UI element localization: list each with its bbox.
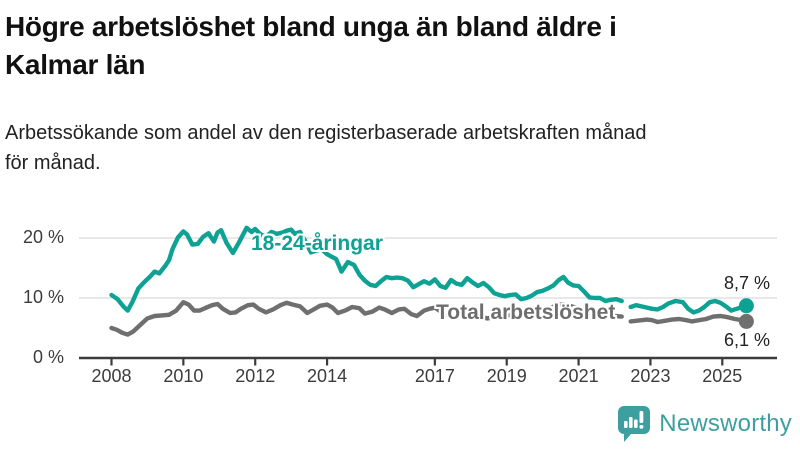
y-tick-label: 10 %: [22, 287, 64, 307]
title-line-1: Högre arbetslöshet bland unga än bland ä…: [5, 11, 617, 42]
series-label-total: Total arbetslöshet: [436, 301, 616, 324]
x-tick-label: 2019: [486, 366, 527, 386]
title-line-2: Kalmar län: [5, 49, 146, 80]
end-value-label-youth: 8,7 %: [723, 273, 770, 293]
subtitle-line-2: för månad.: [5, 152, 101, 174]
x-tick-label: 2010: [163, 366, 204, 386]
series-line-0: [628, 313, 749, 325]
series-end-dot-0: [738, 313, 754, 329]
x-tick-label: 2025: [702, 366, 743, 386]
y-tick-label: 20 %: [22, 227, 64, 247]
series-end-dot-1: [738, 298, 754, 314]
series-label-youth: 18-24-åringar: [251, 232, 383, 255]
x-tick-label: 2023: [630, 366, 671, 386]
chart-subtitle: Arbetssökande som andel av den registerb…: [5, 118, 785, 178]
newsworthy-logo-text: Newsworthy: [659, 410, 792, 437]
subtitle-line-1: Arbetssökande som andel av den registerb…: [5, 122, 647, 144]
newsworthy-logo-icon: [618, 406, 651, 442]
x-tick-label: 2021: [558, 366, 599, 386]
series-line-1: [109, 225, 624, 313]
page-title: Högre arbetslöshet bland unga än bland ä…: [5, 8, 785, 84]
newsworthy-brand: Newsworthy: [617, 404, 792, 444]
x-tick-label: 2012: [235, 366, 276, 386]
x-tick-label: 2017: [414, 366, 455, 386]
y-tick-label: 0 %: [32, 347, 64, 367]
x-tick-label: 2014: [307, 366, 348, 386]
series-line-0: [109, 300, 624, 337]
x-tick-label: 2008: [91, 366, 132, 386]
end-value-label-total: 6,1 %: [723, 330, 770, 350]
series-line-1: [628, 298, 749, 315]
